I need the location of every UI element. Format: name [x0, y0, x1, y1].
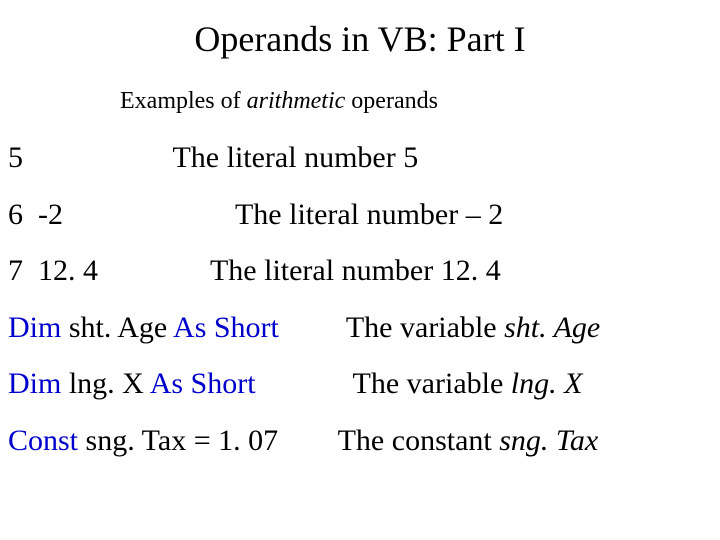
rhs-text: The literal number 5: [172, 141, 418, 174]
lhs-mid: lng. X: [61, 367, 149, 400]
operand-rhs: The literal number 12. 4: [98, 254, 712, 289]
page-title: Operands in VB: Part I: [8, 18, 712, 60]
operand-lhs: 5: [8, 141, 23, 176]
keyword: As Short: [173, 311, 279, 344]
operand-lhs: Dim sht. Age As Short: [8, 311, 279, 346]
lhs-mid: sng. Tax = 1. 07: [78, 424, 278, 457]
operand-row: Dim sht. Age As Short The variable sht. …: [8, 311, 712, 346]
subtitle: Examples of arithmetic operands: [120, 88, 712, 115]
operand-lhs: Dim lng. X As Short: [8, 367, 256, 402]
operand-rhs: The constant sng. Tax: [278, 424, 712, 459]
rhs-text: The literal number 12. 4: [210, 254, 501, 287]
rhs-pad: [279, 311, 346, 344]
rhs-text: The constant: [338, 424, 500, 457]
operand-row: 5 The literal number 5: [8, 141, 712, 176]
rhs-text: The variable: [346, 311, 504, 344]
keyword: Dim: [8, 367, 61, 400]
keyword: As Short: [150, 367, 256, 400]
operand-row: Const sng. Tax = 1. 07 The constant sng.…: [8, 424, 712, 459]
rhs-pad: [256, 367, 353, 400]
keyword: Dim: [8, 311, 61, 344]
operand-lhs: Const sng. Tax = 1. 07: [8, 424, 278, 459]
rhs-text: The variable: [353, 367, 511, 400]
operand-lhs: 6 -2: [8, 198, 63, 233]
operand-rhs: The literal number – 2: [63, 198, 712, 233]
lhs-mid: sht. Age: [61, 311, 173, 344]
rhs-italic: sht. Age: [504, 311, 600, 344]
operand-row: 6 -2 The literal number – 2: [8, 198, 712, 233]
operand-row: 7 12. 4 The literal number 12. 4: [8, 254, 712, 289]
operand-rhs: The variable sht. Age: [279, 311, 712, 346]
subtitle-suffix: operands: [345, 88, 438, 114]
rhs-pad: [63, 198, 235, 231]
rhs-text: The literal number – 2: [235, 198, 503, 231]
rhs-pad: [278, 424, 337, 457]
operand-rows: 5 The literal number 5 6 -2 The literal …: [8, 141, 712, 458]
rhs-pad: [23, 141, 172, 174]
subtitle-prefix: Examples of: [120, 88, 247, 114]
keyword: Const: [8, 424, 78, 457]
operand-rhs: The literal number 5: [23, 141, 712, 176]
operand-lhs: 7 12. 4: [8, 254, 98, 289]
rhs-pad: [98, 254, 210, 287]
rhs-italic: lng. X: [511, 367, 583, 400]
rhs-italic: sng. Tax: [499, 424, 598, 457]
subtitle-italic: arithmetic: [247, 88, 346, 114]
operand-row: Dim lng. X As Short The variable lng. X: [8, 367, 712, 402]
operand-rhs: The variable lng. X: [256, 367, 712, 402]
